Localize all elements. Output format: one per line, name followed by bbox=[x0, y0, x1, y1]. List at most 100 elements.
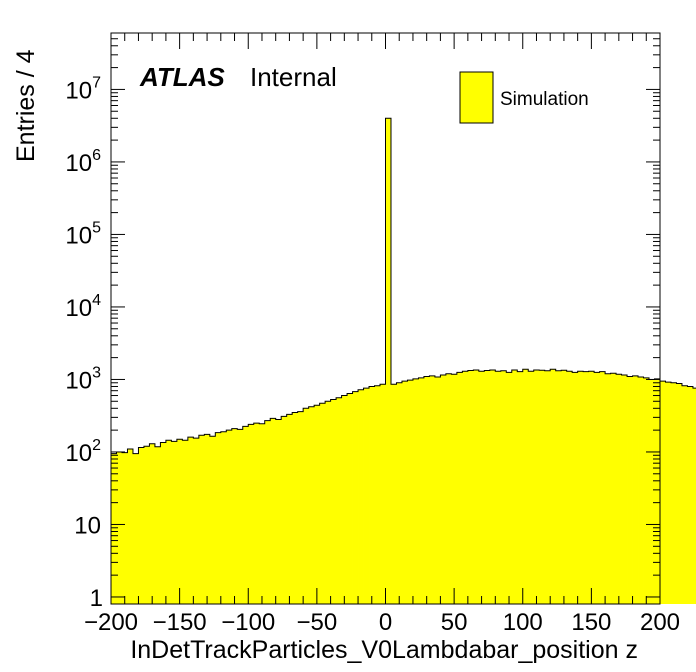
histogram-bin bbox=[599, 371, 606, 604]
histogram-spike-bin bbox=[385, 118, 391, 605]
histogram-bin bbox=[462, 371, 469, 604]
histogram-bin bbox=[632, 375, 639, 604]
histogram-bin bbox=[242, 426, 249, 604]
histogram-bin bbox=[473, 370, 480, 604]
legend-label-simulation: Simulation bbox=[500, 89, 589, 110]
histogram-bin bbox=[363, 388, 370, 604]
histogram-bin bbox=[500, 370, 507, 604]
histogram-bin bbox=[517, 371, 524, 604]
x-tick-label: 50 bbox=[441, 609, 468, 636]
histogram-bin bbox=[292, 412, 299, 604]
histogram-bin bbox=[286, 414, 293, 604]
histogram-bin bbox=[528, 371, 535, 604]
histogram-bin bbox=[347, 393, 353, 604]
x-tick-label: 0 bbox=[379, 609, 392, 636]
x-tick-label: 150 bbox=[571, 609, 611, 636]
histogram-bin bbox=[577, 371, 584, 604]
histogram-bin bbox=[352, 391, 359, 604]
y-tick-label: 104 bbox=[65, 292, 101, 322]
internal-label: Internal bbox=[250, 62, 337, 92]
histogram-bin bbox=[143, 446, 150, 604]
histogram-bin bbox=[330, 399, 337, 604]
x-tick-label: 200 bbox=[640, 609, 680, 636]
histogram-bin bbox=[456, 372, 463, 604]
histogram-bin bbox=[187, 437, 194, 604]
histogram-bin bbox=[467, 370, 474, 604]
histogram-bin bbox=[193, 438, 200, 604]
histogram-bin bbox=[692, 388, 696, 604]
histogram-bin bbox=[138, 447, 145, 604]
histogram-bin bbox=[610, 373, 617, 604]
histogram-bin bbox=[676, 383, 683, 604]
histogram-bin bbox=[533, 370, 540, 604]
y-tick-label: 10 bbox=[74, 512, 101, 539]
histogram-bin bbox=[550, 369, 557, 604]
histogram-bin bbox=[297, 411, 304, 604]
histogram-bin bbox=[687, 386, 694, 604]
histogram-bin bbox=[654, 378, 661, 604]
histogram-bin bbox=[544, 370, 551, 604]
histogram-bin bbox=[660, 381, 666, 604]
legend: Simulation bbox=[459, 71, 589, 124]
histogram-bin bbox=[165, 440, 172, 604]
histogram-bin bbox=[434, 377, 441, 604]
histogram-bin bbox=[215, 432, 222, 604]
histogram-bin bbox=[308, 406, 315, 604]
histogram-bars bbox=[111, 117, 696, 605]
histogram-bin bbox=[390, 384, 397, 604]
histogram-bin bbox=[561, 370, 568, 604]
histogram-bin bbox=[506, 372, 513, 604]
histogram-bin bbox=[259, 423, 266, 604]
histogram-bin bbox=[555, 370, 562, 604]
histogram-bin bbox=[380, 384, 386, 604]
histogram-outline bbox=[111, 117, 696, 455]
histogram-bin bbox=[451, 374, 458, 604]
histogram-bin bbox=[198, 435, 205, 604]
histogram-bin bbox=[358, 389, 364, 604]
y-tick-label: 103 bbox=[65, 364, 101, 394]
histogram-bin bbox=[314, 405, 321, 604]
histogram-bin bbox=[423, 376, 430, 604]
histogram-bin bbox=[226, 430, 233, 604]
histogram-bin bbox=[325, 401, 331, 604]
histogram-bin bbox=[127, 448, 134, 604]
histogram-bin bbox=[396, 382, 403, 604]
histogram-bin bbox=[248, 424, 255, 604]
histogram-bin bbox=[484, 370, 491, 604]
histogram-bin bbox=[649, 379, 655, 604]
histogram-bin bbox=[374, 385, 381, 604]
y-tick-label: 102 bbox=[65, 437, 101, 467]
histogram-bin bbox=[583, 371, 590, 604]
histogram-bin bbox=[489, 370, 496, 604]
x-axis-title: InDetTrackParticles_V0Lambdabar_position… bbox=[130, 636, 638, 664]
histogram-bin bbox=[539, 370, 546, 604]
histogram-bin bbox=[522, 369, 529, 604]
y-tick-label: 106 bbox=[65, 147, 101, 177]
histogram-bin bbox=[412, 378, 419, 604]
histogram-bin bbox=[220, 431, 227, 604]
histogram-bin bbox=[182, 440, 189, 604]
atlas-label: ATLAS bbox=[139, 62, 225, 92]
histogram-bin bbox=[445, 373, 452, 604]
histogram-bin bbox=[681, 385, 688, 604]
y-tick-label: 105 bbox=[65, 219, 101, 249]
histogram-bin bbox=[440, 375, 447, 604]
x-tick-label: −100 bbox=[221, 609, 275, 636]
histogram-bin bbox=[341, 395, 348, 604]
histogram-bin bbox=[621, 375, 628, 604]
y-tick-label: 1 bbox=[90, 585, 103, 612]
histogram-bin bbox=[253, 423, 260, 604]
histogram-bin bbox=[429, 375, 436, 604]
legend-swatch bbox=[459, 71, 494, 124]
histogram-bin bbox=[264, 420, 271, 604]
histogram-bin bbox=[231, 428, 238, 604]
x-tick-label: 100 bbox=[503, 609, 543, 636]
histogram-bin bbox=[670, 382, 677, 604]
x-tick-label: −200 bbox=[84, 609, 138, 636]
histogram-bin bbox=[132, 453, 139, 604]
histogram-bin bbox=[336, 397, 342, 604]
y-axis-title: Entries / 4 bbox=[12, 49, 40, 162]
histogram-bin bbox=[665, 382, 672, 604]
histogram-bin bbox=[643, 377, 650, 604]
